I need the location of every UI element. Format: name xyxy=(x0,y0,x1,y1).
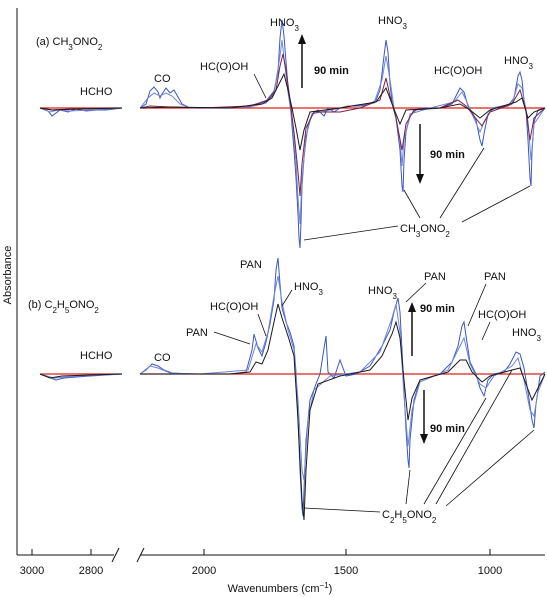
label-hno3: HNO3 xyxy=(294,281,323,297)
x-tick-label: 2000 xyxy=(192,565,216,577)
label-hno3: HNO3 xyxy=(504,55,533,71)
arrow-up-icon xyxy=(298,34,306,44)
x-tick-label: 3000 xyxy=(20,565,44,577)
panel-a: (a) CH3ONO2 HCHO CO HC(O)OH HNO3 HNO3 HC… xyxy=(36,15,546,249)
label-hcooh: HC(O)OH xyxy=(200,61,248,73)
y-axis-label: Absorbance xyxy=(2,246,14,305)
label-pan: PAN xyxy=(484,271,506,283)
x-axis-label: Wavenumbers (cm−1) xyxy=(228,581,333,596)
arrow-down-icon xyxy=(420,434,428,444)
label-hno3: HNO3 xyxy=(368,285,397,301)
leader-lines xyxy=(303,147,531,241)
arrow-down-icon xyxy=(416,174,424,184)
label-hcooh: HC(O)OH xyxy=(210,301,258,313)
leader-lines xyxy=(303,369,535,513)
axis-break-mark-2 xyxy=(136,547,145,563)
label-hcho: HCHO xyxy=(80,350,113,362)
time-label: 90 min xyxy=(420,303,455,315)
label-hcooh: HC(O)OH xyxy=(434,65,482,77)
label-pan: PAN xyxy=(240,259,262,271)
label-hcho: HCHO xyxy=(80,86,113,98)
panel-b-trace-lightblue xyxy=(39,275,546,481)
panel-b: (b) C2H5ONO2 HCHO CO PAN HC(O)OH PAN HNO… xyxy=(28,257,546,525)
label-hno3: HNO3 xyxy=(378,15,407,31)
panel-b-trace-black xyxy=(39,303,546,521)
label-hno3: HNO3 xyxy=(512,327,541,343)
label-hcooh: HC(O)OH xyxy=(478,309,526,321)
label-pan: PAN xyxy=(424,271,446,283)
x-tick-label: 1500 xyxy=(334,565,358,577)
axis-break-mark-1 xyxy=(111,547,120,563)
panel-a-trace-black xyxy=(39,72,546,151)
panel-b-title: (b) C2H5ONO2 xyxy=(28,299,99,315)
time-label: 90 min xyxy=(314,65,349,77)
time-label: 90 min xyxy=(430,423,465,435)
label-co: CO xyxy=(154,73,171,85)
time-label: 90 min xyxy=(430,149,465,161)
x-ticks: 3000 2800 2000 1500 1000 xyxy=(20,549,502,577)
x-tick-label: 1000 xyxy=(478,565,502,577)
panel-a-title: (a) CH3ONO2 xyxy=(36,36,103,52)
panel-a-trace-blue xyxy=(39,19,546,249)
label-nitrate: C2H5ONO2 xyxy=(382,509,437,525)
label-co: CO xyxy=(154,352,171,364)
label-hno3: HNO3 xyxy=(270,17,299,33)
arrow-up-icon xyxy=(408,302,416,312)
label-nitrate: CH3ONO2 xyxy=(400,223,450,239)
panel-b-trace-blue xyxy=(39,257,546,517)
x-tick-label: 2800 xyxy=(79,565,103,577)
label-pan: PAN xyxy=(186,327,208,339)
